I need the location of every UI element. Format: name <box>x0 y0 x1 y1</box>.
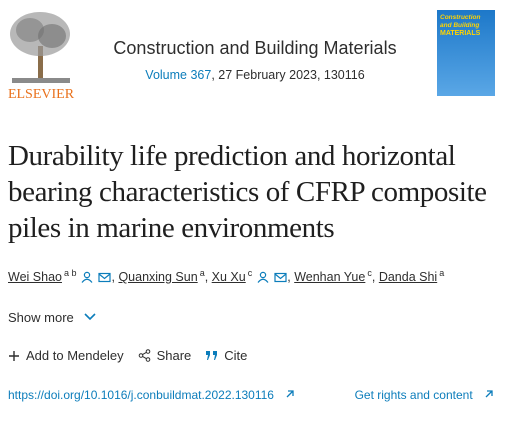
rights-text[interactable]: Get rights and content <box>354 388 473 402</box>
author-name[interactable]: Danda Shi <box>378 270 438 285</box>
author: Xu Xu c, <box>211 268 295 286</box>
author: Wenhan Yue c, <box>294 268 379 285</box>
plus-icon <box>9 350 19 361</box>
show-more-text[interactable]: Show more <box>8 310 74 325</box>
action-button[interactable]: Share <box>138 348 192 363</box>
separator: , <box>287 270 291 285</box>
author-name[interactable]: Xu Xu <box>211 270 246 285</box>
action-button[interactable]: Cite <box>205 348 247 363</box>
mail-icon <box>274 273 287 283</box>
action-button[interactable]: Add to Mendeley <box>8 348 124 363</box>
volume-line: Volume 367, 27 February 2023, 130116 <box>80 68 430 82</box>
affiliation[interactable]: c <box>367 268 372 278</box>
separator: , <box>371 270 376 285</box>
doi-link[interactable]: https://doi.org/10.1016/j.conbuildmat.20… <box>8 388 295 402</box>
author: Wei Shao a b, <box>8 268 118 286</box>
action-bar: Add to Mendeley Share Cite <box>8 348 247 363</box>
author: Danda Shi a <box>378 268 445 285</box>
action-label[interactable]: Share <box>156 348 192 363</box>
volume-link[interactable]: Volume 367 <box>145 68 212 82</box>
publisher-logo: ELSEVIER <box>8 12 75 102</box>
author-name[interactable]: Quanxing Sun <box>118 270 198 285</box>
separator: , <box>111 270 115 285</box>
doi-text[interactable]: https://doi.org/10.1016/j.conbuildmat.20… <box>8 388 274 402</box>
author-list: Wei Shao a b, Quanxing Sun a, Xu Xu c, Wenh… <box>8 268 444 286</box>
journal-title[interactable]: Construction and Building Materials <box>113 38 397 58</box>
cover-title: Construction and Building <box>440 14 481 29</box>
separator: , <box>204 270 209 285</box>
chevron-icon <box>84 313 96 321</box>
show-more[interactable]: Show more <box>8 310 97 325</box>
author-name[interactable]: Wenhan Yue <box>294 270 366 285</box>
quote-icon <box>206 351 218 360</box>
author-icon[interactable] <box>81 271 93 286</box>
email-icon[interactable] <box>98 272 112 286</box>
person-icon <box>257 271 269 284</box>
action-label[interactable]: Cite <box>224 348 248 363</box>
author: Quanxing Sun a, <box>118 268 211 285</box>
external-icon <box>485 390 493 398</box>
issue-info: , 27 February 2023, 130116 <box>211 68 365 82</box>
rights-link[interactable]: Get rights and content <box>355 388 494 402</box>
author-name[interactable]: Wei Shao <box>8 270 62 285</box>
mail-icon <box>98 273 112 283</box>
author-icon[interactable] <box>257 271 269 286</box>
affiliation[interactable]: a b <box>63 268 77 278</box>
person-icon <box>82 271 93 284</box>
share-icon <box>138 349 150 362</box>
affiliation[interactable]: a <box>439 268 445 278</box>
email-icon[interactable] <box>274 272 287 286</box>
journal-cover[interactable]: Construction and Building MATERIALS <box>437 10 495 96</box>
article-title: Durability life prediction and horizonta… <box>8 140 487 244</box>
affiliation[interactable]: a <box>199 268 205 278</box>
affiliation[interactable]: c <box>247 268 253 278</box>
action-label[interactable]: Add to Mendeley <box>26 348 124 363</box>
external-icon <box>286 390 294 398</box>
publisher-name: ELSEVIER <box>8 87 75 102</box>
cover-subtitle: MATERIALS <box>440 30 481 37</box>
